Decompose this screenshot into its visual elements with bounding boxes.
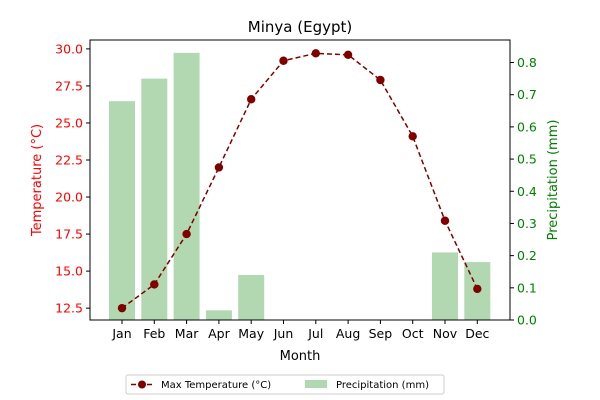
y-right-tick-label: 0.1 xyxy=(517,280,537,295)
precipitation-bar-apr xyxy=(205,310,232,320)
y-left-tick-label: 30.0 xyxy=(55,41,83,56)
x-tick-label: Jan xyxy=(111,326,131,341)
chart-title: Minya (Egypt) xyxy=(248,18,352,36)
y-right-axis-title: Precipitation (mm) xyxy=(546,120,561,241)
precipitation-bar-jan xyxy=(109,101,135,321)
y-left-axis-ticks: 12.5 15.0 17.5 20.0 22.5 25.0 27.5 30.0 xyxy=(55,41,90,316)
temperature-point-oct xyxy=(408,132,417,141)
temperature-point-feb xyxy=(150,280,159,289)
y-left-tick-label: 15.0 xyxy=(55,264,83,279)
precipitation-bar-may xyxy=(238,274,265,320)
legend-bar-swatch xyxy=(305,380,327,388)
temperature-point-aug xyxy=(343,50,353,60)
x-tick-label: Mar xyxy=(175,326,199,341)
y-left-tick-label: 22.5 xyxy=(55,153,83,168)
y-left-tick-label: 12.5 xyxy=(55,301,83,316)
y-right-tick-label: 0.7 xyxy=(517,87,537,102)
y-left-axis-title: Temperature (°C) xyxy=(30,124,45,237)
y-left-tick-label: 25.0 xyxy=(55,115,83,130)
x-axis-ticks: Jan Feb Mar Apr May Jun Jul Aug Sep Oct Nov Dec xyxy=(111,320,490,341)
y-right-tick-label: 0.0 xyxy=(517,313,537,328)
temperature-point-mar xyxy=(182,229,191,239)
x-tick-label: Apr xyxy=(208,326,230,341)
temperature-point-jul xyxy=(311,49,320,58)
y-right-tick-label: 0.5 xyxy=(517,152,537,167)
y-right-tick-label: 0.8 xyxy=(517,55,537,70)
temperature-point-sep xyxy=(376,75,385,85)
x-tick-label: Feb xyxy=(143,326,165,341)
x-tick-label: Oct xyxy=(402,326,424,341)
x-tick-label: Nov xyxy=(433,326,458,341)
x-tick-label: Aug xyxy=(336,326,360,341)
temperature-point-apr xyxy=(214,163,224,172)
y-left-tick-label: 20.0 xyxy=(55,190,83,205)
plot-frame xyxy=(89,39,511,321)
precipitation-bars xyxy=(109,52,491,321)
temperature-point-jan xyxy=(117,303,127,313)
x-tick-label: Jul xyxy=(307,326,323,341)
temperature-point-jun xyxy=(279,56,288,65)
precipitation-bar-mar xyxy=(173,52,200,321)
y-right-tick-label: 0.6 xyxy=(517,119,537,134)
x-tick-label: Jun xyxy=(273,326,294,341)
legend-box xyxy=(125,374,445,395)
y-right-tick-label: 0.3 xyxy=(517,216,537,231)
precipitation-bar-feb xyxy=(141,78,168,321)
precipitation-bar-nov xyxy=(432,252,458,320)
x-tick-label: Sep xyxy=(369,326,393,341)
y-right-tick-label: 0.4 xyxy=(517,184,537,199)
x-axis-title: Month xyxy=(280,349,321,364)
x-tick-label: May xyxy=(238,326,264,341)
temperature-series-line xyxy=(121,52,478,309)
temperature-point-nov xyxy=(440,216,450,225)
temperature-point-may xyxy=(247,95,256,104)
legend: Max Temperature (°C) Precipitation (mm) xyxy=(125,374,445,395)
temperature-point-dec xyxy=(473,284,482,294)
y-left-tick-label: 17.5 xyxy=(55,227,83,242)
x-tick-label: Dec xyxy=(465,326,489,341)
legend-label-temperature: Max Temperature (°C) xyxy=(161,380,271,391)
y-right-tick-label: 0.2 xyxy=(517,248,537,263)
temperature-line xyxy=(117,49,482,313)
legend-line-marker xyxy=(138,380,146,389)
legend-label-precipitation: Precipitation (mm) xyxy=(336,380,429,391)
y-right-axis-ticks: 0.0 0.1 0.2 0.3 0.4 0.5 0.6 0.7 0.8 xyxy=(510,55,537,328)
y-left-tick-label: 27.5 xyxy=(55,78,83,93)
